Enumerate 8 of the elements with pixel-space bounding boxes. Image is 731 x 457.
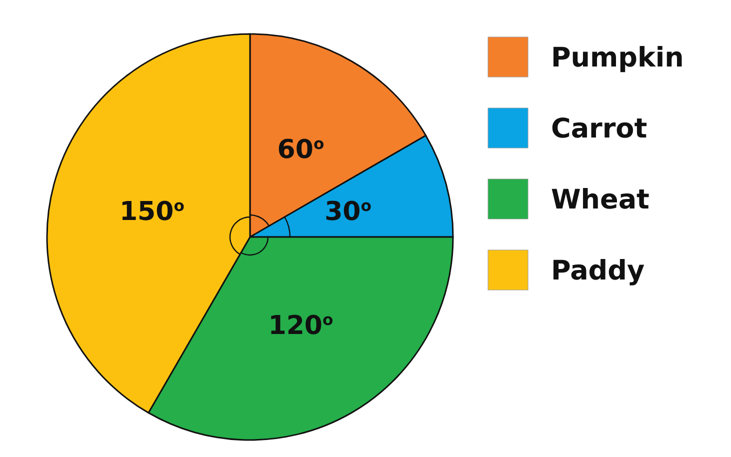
data-label: 120$^{o}$ [268,311,334,341]
data-label: 60$^{o}$ [277,135,324,166]
legend-label: Paddy [551,255,645,286]
legend-label: Wheat [551,184,650,216]
data-label: 150$^{o}$ [119,196,185,227]
legend-label: Carrot [551,113,648,144]
data-label: 30$^{o}$ [324,196,372,227]
legend-label: Pumpkin [551,42,684,74]
